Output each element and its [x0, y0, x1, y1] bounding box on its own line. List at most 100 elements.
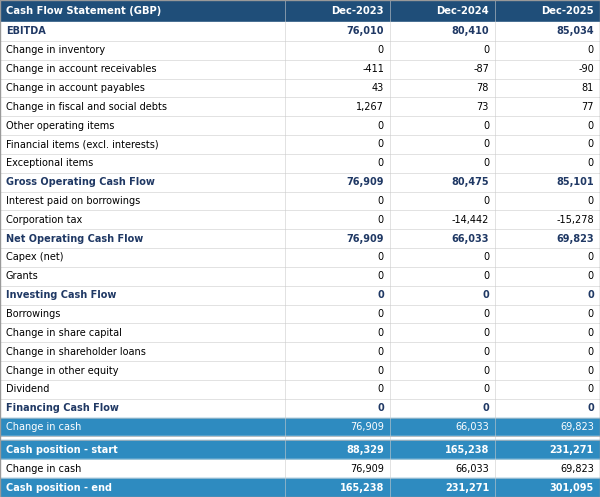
Bar: [0, 436, 600, 440]
Text: 301,095: 301,095: [550, 483, 594, 493]
Text: 0: 0: [588, 196, 594, 206]
Bar: [0, 380, 600, 399]
Text: Financing Cash Flow: Financing Cash Flow: [6, 403, 119, 413]
Text: Grants: Grants: [6, 271, 39, 281]
Text: Capex (net): Capex (net): [6, 252, 64, 262]
Text: Change in cash: Change in cash: [6, 464, 82, 474]
Bar: [0, 459, 600, 478]
Text: 0: 0: [378, 215, 384, 225]
Bar: [0, 229, 600, 248]
Text: Exceptional items: Exceptional items: [6, 159, 93, 168]
Text: 76,909: 76,909: [347, 177, 384, 187]
Text: 76,909: 76,909: [350, 464, 384, 474]
Text: 69,823: 69,823: [556, 234, 594, 244]
Text: Gross Operating Cash Flow: Gross Operating Cash Flow: [6, 177, 155, 187]
Text: 81: 81: [582, 83, 594, 93]
Text: 0: 0: [588, 384, 594, 395]
Text: -87: -87: [473, 64, 489, 74]
Text: Cash Flow Statement (GBP): Cash Flow Statement (GBP): [6, 6, 161, 16]
Text: Change in cash: Change in cash: [6, 422, 82, 432]
Text: Change in other equity: Change in other equity: [6, 365, 119, 376]
Text: 76,909: 76,909: [347, 234, 384, 244]
Text: 0: 0: [377, 290, 384, 300]
Text: 0: 0: [483, 384, 489, 395]
Text: 0: 0: [587, 290, 594, 300]
Bar: [0, 154, 600, 173]
Text: 231,271: 231,271: [550, 445, 594, 455]
Text: Dec-2024: Dec-2024: [436, 6, 489, 16]
Text: 66,033: 66,033: [455, 464, 489, 474]
Bar: [0, 478, 600, 497]
Text: Change in fiscal and social debts: Change in fiscal and social debts: [6, 102, 167, 112]
Bar: [0, 191, 600, 210]
Text: 0: 0: [378, 121, 384, 131]
Text: Financial items (excl. interests): Financial items (excl. interests): [6, 140, 158, 150]
Text: 85,034: 85,034: [556, 26, 594, 36]
Bar: [0, 440, 600, 459]
Bar: [0, 267, 600, 286]
Text: 0: 0: [377, 403, 384, 413]
Text: 0: 0: [378, 271, 384, 281]
Text: 0: 0: [378, 328, 384, 338]
Bar: [0, 399, 600, 417]
Bar: [0, 79, 600, 97]
Text: Dec-2023: Dec-2023: [331, 6, 384, 16]
Text: 0: 0: [483, 328, 489, 338]
Bar: [0, 60, 600, 79]
Text: 69,823: 69,823: [560, 422, 594, 432]
Text: 0: 0: [588, 271, 594, 281]
Text: 0: 0: [588, 347, 594, 357]
Text: Change in account payables: Change in account payables: [6, 83, 145, 93]
Text: -90: -90: [578, 64, 594, 74]
Text: 0: 0: [588, 159, 594, 168]
Text: Borrowings: Borrowings: [6, 309, 61, 319]
Text: Interest paid on borrowings: Interest paid on borrowings: [6, 196, 140, 206]
Text: 0: 0: [378, 196, 384, 206]
Bar: [0, 305, 600, 324]
Text: 85,101: 85,101: [556, 177, 594, 187]
Bar: [0, 135, 600, 154]
Text: Change in shareholder loans: Change in shareholder loans: [6, 347, 146, 357]
Text: 80,410: 80,410: [451, 26, 489, 36]
Text: 66,033: 66,033: [455, 422, 489, 432]
Text: 0: 0: [378, 252, 384, 262]
Text: 0: 0: [587, 403, 594, 413]
Text: EBITDA: EBITDA: [6, 26, 46, 36]
Text: 0: 0: [483, 140, 489, 150]
Text: 0: 0: [378, 159, 384, 168]
Text: Change in inventory: Change in inventory: [6, 45, 105, 55]
Text: Dec-2025: Dec-2025: [541, 6, 594, 16]
Text: Cash position - end: Cash position - end: [6, 483, 112, 493]
Bar: [0, 173, 600, 191]
Text: 0: 0: [483, 309, 489, 319]
Text: 88,329: 88,329: [346, 445, 384, 455]
Text: 0: 0: [482, 290, 489, 300]
Bar: [0, 116, 600, 135]
Text: Net Operating Cash Flow: Net Operating Cash Flow: [6, 234, 143, 244]
Text: 0: 0: [378, 140, 384, 150]
Bar: [0, 342, 600, 361]
Bar: [0, 286, 600, 305]
Text: 0: 0: [483, 196, 489, 206]
Text: 0: 0: [483, 271, 489, 281]
Bar: [0, 361, 600, 380]
Bar: [0, 41, 600, 60]
Text: 165,238: 165,238: [445, 445, 489, 455]
Text: 76,010: 76,010: [347, 26, 384, 36]
Text: 76,909: 76,909: [350, 422, 384, 432]
Text: 0: 0: [588, 328, 594, 338]
Text: 0: 0: [588, 365, 594, 376]
Text: 0: 0: [483, 365, 489, 376]
Text: 0: 0: [588, 252, 594, 262]
Text: Investing Cash Flow: Investing Cash Flow: [6, 290, 116, 300]
Bar: [0, 417, 600, 436]
Text: 0: 0: [378, 347, 384, 357]
Text: 0: 0: [588, 45, 594, 55]
Text: 77: 77: [581, 102, 594, 112]
Text: 0: 0: [378, 45, 384, 55]
Text: 1,267: 1,267: [356, 102, 384, 112]
Text: 231,271: 231,271: [445, 483, 489, 493]
Text: 0: 0: [483, 252, 489, 262]
Text: Other operating items: Other operating items: [6, 121, 115, 131]
Bar: [0, 210, 600, 229]
